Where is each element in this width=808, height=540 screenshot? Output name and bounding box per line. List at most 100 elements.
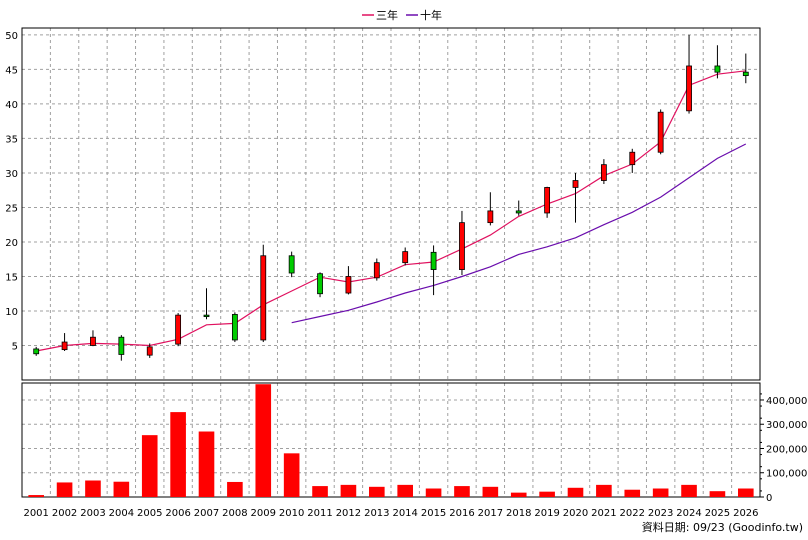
year-tick-label: 2026 (733, 508, 758, 519)
candle-body (118, 336, 125, 355)
candle-body (373, 262, 380, 279)
year-tick-label: 2001 (23, 508, 48, 519)
candle-body (430, 251, 437, 270)
year-tick-label: 2021 (591, 508, 616, 519)
year-tick-label: 2024 (676, 508, 701, 519)
volume-bar (510, 492, 527, 497)
candle-body (317, 273, 323, 295)
volume-tick-label: 300,000 (766, 420, 807, 431)
volume-bar (567, 487, 584, 497)
volume-bar (369, 486, 385, 497)
chart-frames (21, 27, 761, 498)
volume-bar (454, 486, 470, 497)
price-tick-label: 5 (12, 341, 18, 352)
candle-body (544, 187, 551, 214)
candle-body (629, 151, 636, 166)
year-tick-label: 2013 (364, 508, 389, 519)
volume-panel-frame (21, 382, 761, 498)
moving-average-lines (36, 70, 747, 352)
price-tick-label: 50 (5, 31, 18, 42)
candle-body (686, 65, 692, 112)
volume-bar (227, 481, 243, 497)
volume-bar (283, 453, 300, 497)
year-tick-label: 2007 (194, 508, 219, 519)
price-tick-label: 45 (5, 65, 18, 76)
price-tick-label: 30 (5, 169, 18, 180)
legend-label-3y: 三年 (376, 8, 398, 22)
volume-bar (652, 488, 669, 497)
candle-body (459, 222, 465, 270)
price-tick-label: 25 (5, 203, 18, 214)
candle-body (714, 65, 721, 73)
price-tick-label: 10 (5, 307, 18, 318)
year-tick-label: 2015 (421, 508, 446, 519)
year-tick-label: 2003 (80, 508, 105, 519)
candle-body (402, 251, 409, 264)
volume-tick-label: 200,000 (766, 444, 807, 455)
price-tick-label: 15 (5, 272, 18, 283)
year-tick-label: 2009 (251, 508, 276, 519)
year-tick-label: 2006 (165, 508, 190, 519)
year-tick-label: 2016 (449, 508, 474, 519)
year-tick-label: 2005 (137, 508, 162, 519)
year-tick-label: 2020 (563, 508, 588, 519)
volume-tick-label: 0 (766, 493, 772, 504)
price-panel-frame (21, 27, 761, 381)
candlesticks (33, 34, 749, 361)
data-date-credit: 資料日期: 09/23 (Goodinfo.tw) (642, 520, 803, 534)
year-tick-label: 2010 (279, 508, 304, 519)
volume-bar (681, 484, 697, 497)
grid-lines (22, 28, 760, 497)
year-tick-label: 2023 (648, 508, 673, 519)
candle-body (231, 314, 238, 341)
year-tick-label: 2008 (222, 508, 247, 519)
volume-bar (596, 484, 612, 497)
year-tick-label: 2025 (705, 508, 730, 519)
candle-body (657, 111, 664, 153)
volume-bar (425, 488, 442, 497)
volume-bar (709, 491, 726, 497)
volume-tick-label: 100,000 (766, 469, 807, 480)
candle-body (203, 314, 210, 318)
year-tick-label: 2012 (336, 508, 361, 519)
ma-line-十年 (291, 143, 747, 324)
candle-body (288, 255, 295, 274)
candle-body (600, 164, 607, 181)
price-tick-label: 40 (5, 100, 18, 111)
year-axis-ticks: 2001 2002 2003 2004 2005 2006 2007 2008 2009 2010… (23, 508, 758, 519)
volume-bar (539, 491, 555, 497)
year-tick-label: 2022 (620, 508, 645, 519)
candle-body (90, 336, 96, 346)
candle-body (515, 210, 522, 214)
price-tick-label: 20 (5, 238, 18, 249)
candle-body (742, 71, 749, 77)
volume-axis-ticks: 0 100,000 200,000 300,000 400,000 (760, 393, 807, 504)
volume-bar (397, 484, 413, 497)
year-tick-label: 2002 (52, 508, 77, 519)
ma-line-三年 (36, 70, 746, 352)
volume-bar (56, 482, 73, 497)
volume-bar (624, 489, 641, 497)
volume-bar (255, 384, 272, 497)
volume-bar (482, 486, 499, 497)
year-tick-label: 2019 (534, 508, 559, 519)
volume-bar (170, 412, 186, 497)
year-tick-label: 2011 (307, 508, 332, 519)
candle-body (345, 276, 352, 294)
candle-body (487, 210, 494, 224)
year-tick-label: 2018 (506, 508, 531, 519)
volume-bar (198, 431, 215, 497)
volume-tick-label: 400,000 (766, 396, 807, 407)
volume-bars (28, 384, 754, 497)
candle-body (146, 346, 153, 356)
candle-body (260, 255, 267, 341)
price-axis-ticks: 5 10 15 20 25 30 35 40 45 50 (5, 31, 18, 353)
candle-body (61, 341, 68, 351)
volume-bar (85, 480, 101, 497)
volume-bar (340, 484, 357, 497)
volume-bar (738, 488, 754, 497)
candle-body (572, 180, 579, 188)
price-tick-label: 35 (5, 134, 18, 145)
